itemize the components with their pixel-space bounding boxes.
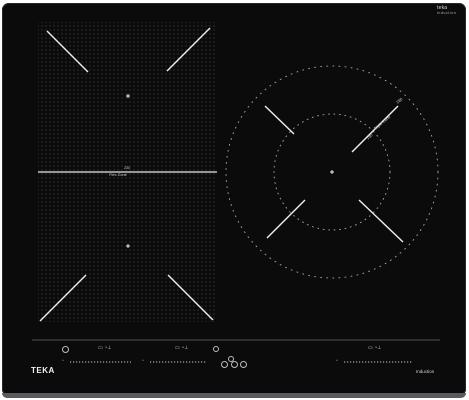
- flex-lower-corner-br: [167, 274, 214, 321]
- triple-zone-mark-br: [358, 199, 404, 243]
- triple-zone-mark-tl: [264, 105, 295, 135]
- lock-icon[interactable]: [213, 346, 219, 352]
- middle-zone-control[interactable]: ▭ ◔⊥: [175, 345, 189, 351]
- left-zone-boost[interactable]: ▫: [62, 358, 64, 364]
- flex-zone-label: Flex Zone: [109, 172, 127, 177]
- right-zone-control[interactable]: ▭ ◔⊥: [368, 345, 382, 351]
- brand-logo-top: teka: [437, 5, 448, 11]
- triple-zone-mark-bl: [266, 199, 306, 239]
- brand-logo-bottom: TEKA: [31, 366, 55, 375]
- minus-icon[interactable]: [221, 361, 228, 368]
- left-zone-control[interactable]: ▭ ◔⊥: [98, 345, 112, 351]
- brand-subtitle-top: induction: [437, 11, 457, 15]
- triple-zone-outer-ring[interactable]: [225, 65, 439, 279]
- flex-zone-size-label: 230: [124, 166, 130, 170]
- induction-label: Induction: [416, 369, 435, 374]
- flex-lower-corner-bl: [39, 274, 87, 322]
- boost-icon[interactable]: [240, 361, 247, 368]
- triple-zone-mark-tr: [351, 105, 399, 153]
- flex-upper-corner-tl: [46, 30, 89, 73]
- power-icon[interactable]: [62, 346, 69, 353]
- triple-zone-inner-ring[interactable]: [273, 113, 391, 231]
- middle-zone-boost[interactable]: ▫: [142, 358, 144, 364]
- flex-upper-corner-tr: [166, 27, 211, 72]
- cooktop-edge: [2, 393, 466, 398]
- plus-icon[interactable]: [231, 361, 238, 368]
- right-zone-boost[interactable]: ▫: [336, 358, 338, 364]
